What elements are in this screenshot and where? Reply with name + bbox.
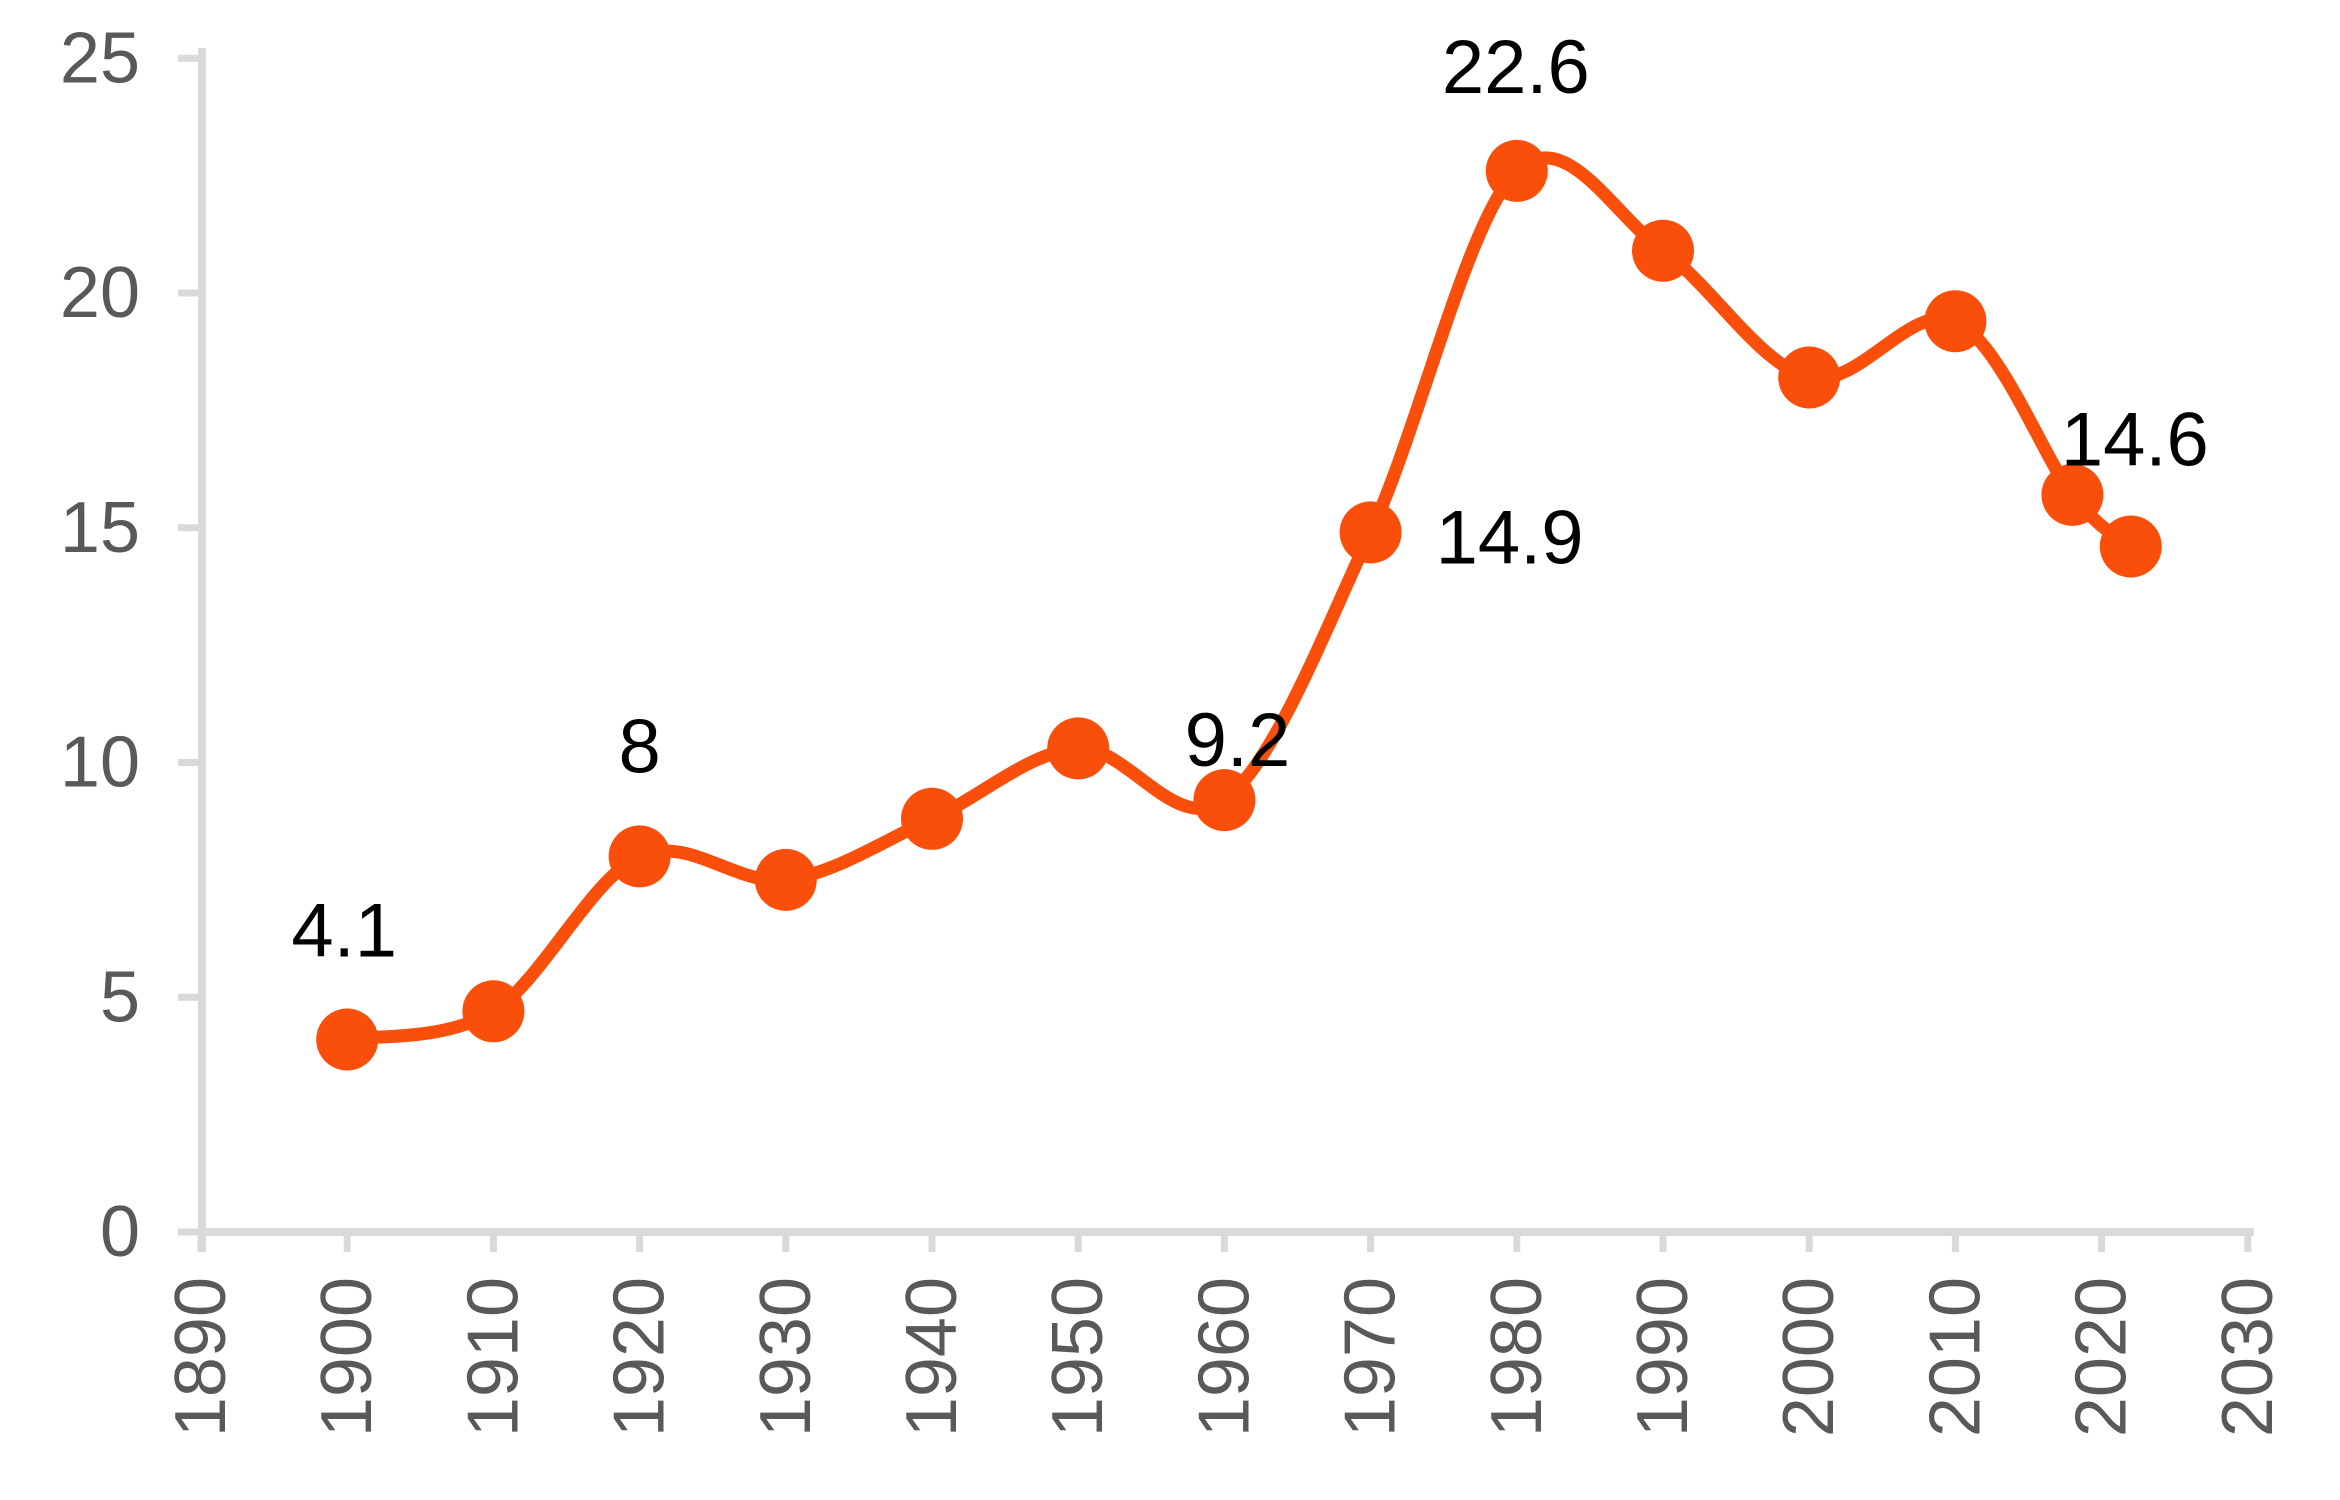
data-point-label: 14.9 <box>1436 495 1584 580</box>
data-point <box>1632 219 1694 282</box>
y-axis-tick-label: 20 <box>60 253 140 333</box>
x-axis-tick-label: 2000 <box>1769 1277 1849 1437</box>
data-point <box>2041 463 2104 526</box>
data-point <box>1924 290 1987 353</box>
series-line <box>340 151 2138 1046</box>
x-axis-tick-label: 1910 <box>453 1277 533 1437</box>
data-point <box>1339 501 1402 564</box>
y-axis-tick-label: 15 <box>60 488 140 568</box>
data-point-label: 8 <box>618 704 660 789</box>
data-point-label: 22.6 <box>1442 25 1590 110</box>
y-axis-tick-label: 25 <box>60 18 140 98</box>
data-point <box>608 825 671 888</box>
x-axis-tick-label: 1950 <box>1038 1277 1118 1437</box>
data-point-label: 4.1 <box>291 889 397 974</box>
x-axis-tick-label: 1890 <box>161 1277 241 1437</box>
data-point <box>901 787 963 850</box>
x-axis-tick-label: 1930 <box>746 1277 826 1437</box>
y-axis-tick-label: 0 <box>100 1192 140 1272</box>
y-axis-tick-label: 10 <box>60 723 140 803</box>
x-axis-tick-label: 2010 <box>1915 1277 1995 1437</box>
data-point <box>1193 769 1256 832</box>
data-point <box>316 1008 379 1071</box>
data-point-label: 14.6 <box>2061 398 2209 483</box>
data-point <box>1485 139 1548 202</box>
data-point <box>1047 717 1110 780</box>
x-axis-tick-label: 1960 <box>1184 1277 1264 1437</box>
data-point <box>2099 515 2162 578</box>
data-point <box>462 980 525 1043</box>
x-axis-tick-label: 1900 <box>307 1277 387 1437</box>
x-axis-tick-label: 1980 <box>1477 1277 1557 1437</box>
x-axis-tick-label: 1920 <box>600 1277 680 1437</box>
x-axis-tick-label: 1940 <box>892 1277 972 1437</box>
data-point <box>1778 346 1841 409</box>
data-point <box>754 848 817 911</box>
x-axis-tick-label: 1970 <box>1331 1277 1411 1437</box>
x-axis-tick-label: 1990 <box>1623 1277 1703 1437</box>
x-axis-tick-label: 2020 <box>2062 1277 2142 1437</box>
data-point-label: 9.2 <box>1185 698 1291 783</box>
x-axis-tick-label: 2030 <box>2208 1277 2288 1437</box>
y-axis-tick-label: 5 <box>100 957 140 1037</box>
